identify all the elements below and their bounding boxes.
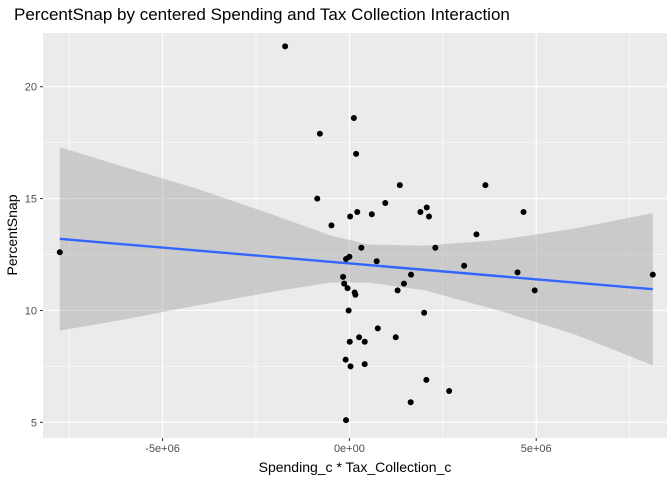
data-point	[396, 182, 403, 189]
data-point	[425, 213, 432, 220]
chart-title: PercentSnap by centered Spending and Tax…	[14, 5, 510, 24]
data-point	[649, 271, 656, 278]
x-axis-ticks: -5e+06 0e+00 5e+06	[145, 438, 552, 455]
data-point	[473, 231, 480, 238]
data-point	[423, 376, 430, 383]
data-point	[342, 356, 349, 363]
data-point	[345, 307, 352, 314]
data-point	[347, 363, 354, 370]
data-point	[361, 338, 368, 345]
grid-major	[43, 33, 667, 438]
data-point	[350, 115, 357, 122]
data-point	[344, 285, 351, 292]
data-point	[382, 200, 389, 207]
x-tick-label: 0e+00	[334, 443, 365, 455]
fit-line	[59, 237, 653, 291]
data-point	[358, 244, 365, 251]
data-point	[461, 262, 468, 269]
data-point	[446, 388, 453, 395]
data-point	[520, 209, 527, 216]
data-point	[56, 249, 63, 256]
x-axis-title: Spending_c * Tax_Collection_c	[259, 459, 452, 475]
y-tick-label: 20	[25, 82, 37, 94]
y-axis-ticks: 5 10 15 20	[25, 82, 43, 429]
data-point	[374, 325, 381, 332]
y-tick-label: 5	[31, 417, 37, 429]
data-point	[531, 287, 538, 294]
data-point	[346, 253, 353, 260]
data-point	[356, 334, 363, 341]
data-point	[392, 334, 399, 341]
plot-panel	[43, 33, 667, 438]
data-point	[394, 287, 401, 294]
y-tick-label: 10	[25, 305, 37, 317]
data-point	[368, 211, 375, 218]
data-points	[56, 43, 656, 424]
x-tick-label: -5e+06	[145, 443, 180, 455]
data-point	[514, 269, 521, 276]
data-point	[407, 399, 414, 406]
data-point	[361, 361, 368, 368]
x-tick-label: 5e+06	[521, 443, 552, 455]
data-point	[408, 271, 415, 278]
grid-minor	[43, 33, 667, 438]
data-point	[432, 244, 439, 251]
data-point	[282, 43, 289, 50]
data-point	[352, 291, 359, 298]
data-point	[340, 273, 347, 280]
data-point	[400, 280, 407, 287]
data-point	[353, 150, 360, 157]
data-point	[373, 258, 380, 265]
data-point	[482, 182, 489, 189]
data-point	[328, 222, 335, 229]
data-point	[347, 213, 354, 220]
data-point	[316, 130, 323, 137]
data-point	[341, 280, 348, 287]
y-tick-label: 15	[25, 194, 37, 206]
y-axis-title: PercentSnap	[4, 194, 20, 275]
data-point	[417, 209, 424, 216]
confidence-band	[59, 147, 653, 366]
data-point	[346, 338, 353, 345]
data-point	[343, 417, 350, 424]
data-point	[421, 309, 428, 316]
data-point	[423, 204, 430, 211]
data-point	[354, 209, 361, 216]
data-point	[314, 195, 321, 202]
